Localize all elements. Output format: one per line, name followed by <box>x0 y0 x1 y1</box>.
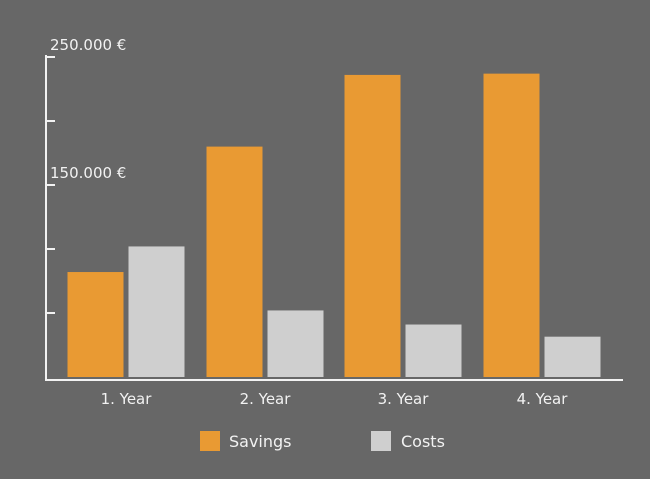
bar-savings-2 <box>206 146 263 377</box>
bar-savings-1 <box>67 272 124 377</box>
x-labels-group: 1. Year 2. Year 3. Year 4. Year <box>101 390 569 408</box>
y-tick-label-2: 150.000 € <box>50 164 126 182</box>
bar-savings-3 <box>344 74 401 378</box>
x-tick-label-2: 2. Year <box>240 390 292 408</box>
x-tick-label-3: 3. Year <box>378 390 430 408</box>
legend-swatch-costs <box>371 431 391 451</box>
y-ticks-group: 250.000 € 150.000 € <box>46 36 126 314</box>
bar-savings-4 <box>483 73 540 377</box>
x-tick-label-1: 1. Year <box>101 390 153 408</box>
legend-label-costs: Costs <box>401 432 445 451</box>
legend-swatch-savings <box>200 431 220 451</box>
bar-costs-4 <box>544 336 601 377</box>
legend-label-savings: Savings <box>229 432 292 451</box>
y-tick-label-1: 250.000 € <box>50 36 126 54</box>
bars-group <box>67 73 601 378</box>
legend: Savings Costs <box>200 431 445 451</box>
bar-costs-2 <box>267 310 324 377</box>
x-tick-label-4: 4. Year <box>517 390 569 408</box>
bar-costs-1 <box>128 246 185 377</box>
bar-costs-3 <box>405 324 462 377</box>
